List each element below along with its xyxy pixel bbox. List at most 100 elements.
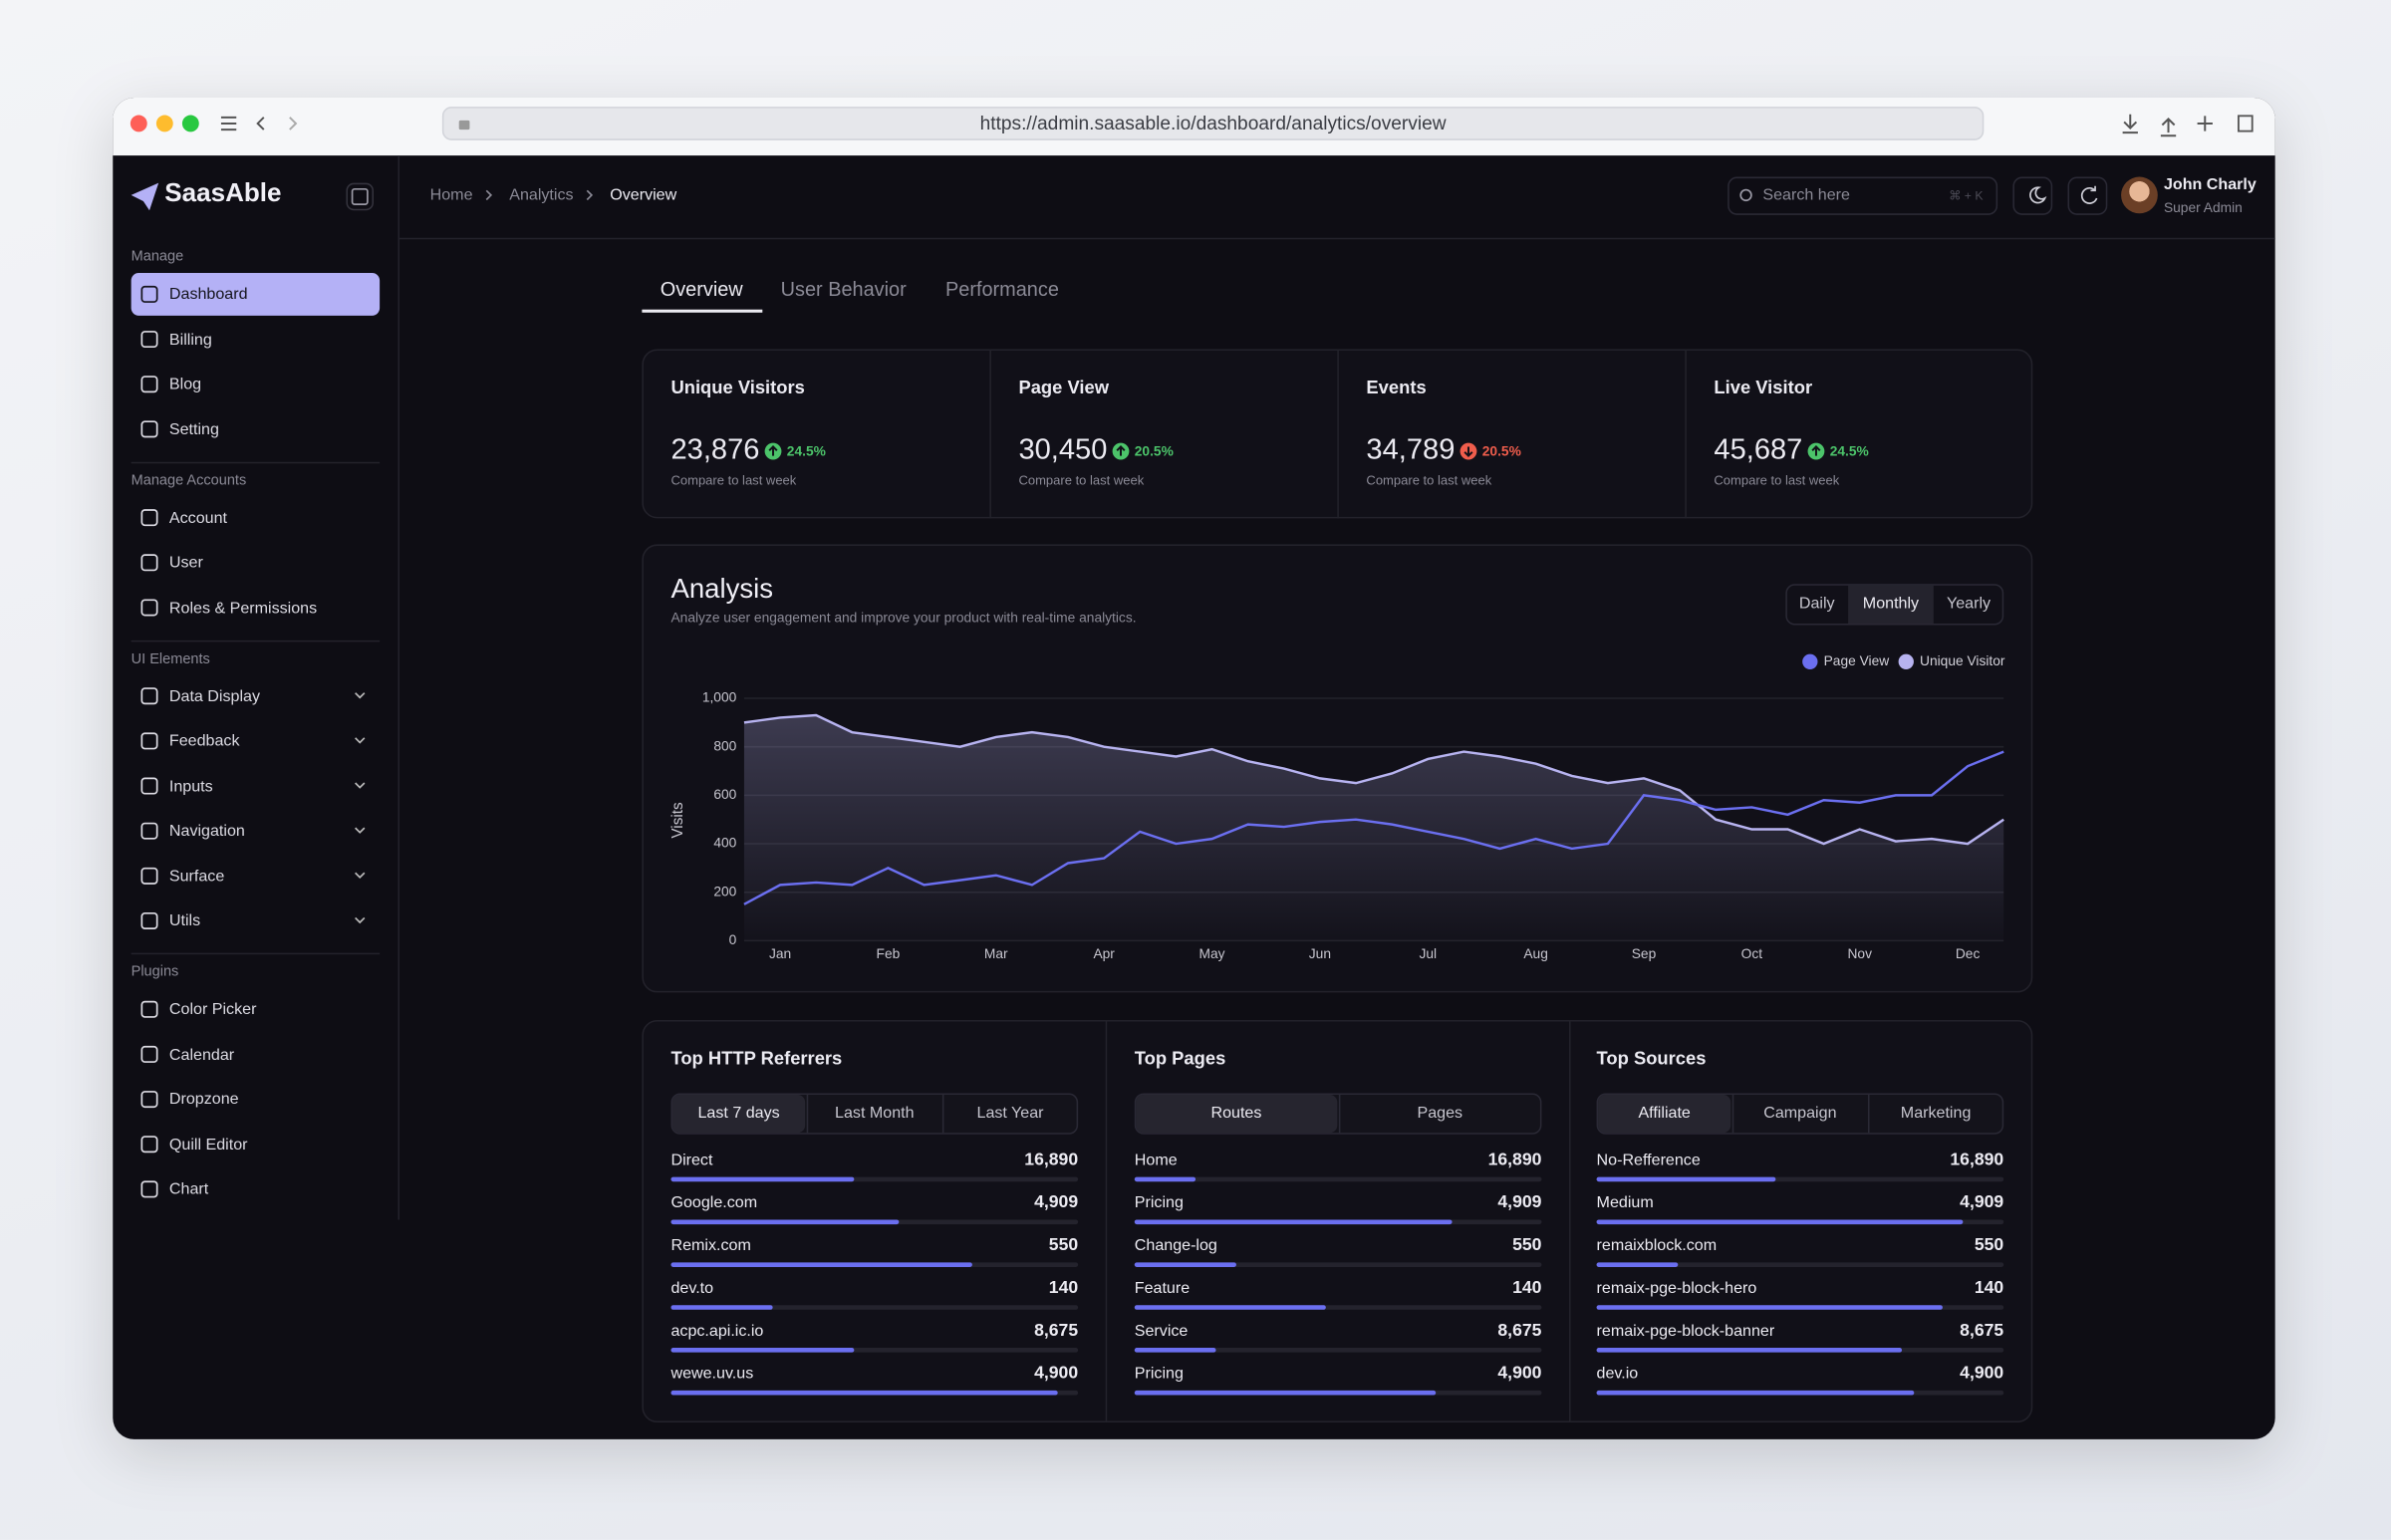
search-placeholder: Search here — [1762, 185, 1850, 205]
user-name: John Charly — [2163, 175, 2257, 194]
header-border — [399, 237, 2275, 240]
stat-note: Compare to last week — [1714, 472, 1840, 488]
filter-button[interactable]: Pages — [1417, 1104, 1463, 1123]
row-name: No-Refference — [1596, 1151, 1701, 1169]
row-name: Medium — [1596, 1193, 1654, 1212]
row-value: 8,675 — [1960, 1322, 2004, 1341]
theme-button[interactable] — [2012, 176, 2053, 215]
sidebar-item[interactable]: Calendar — [168, 1045, 235, 1064]
sidebar-item[interactable]: Surface — [168, 867, 225, 886]
avatar[interactable] — [2121, 176, 2158, 214]
address-bar[interactable] — [441, 107, 1985, 140]
stat-title: Page View — [1018, 377, 1109, 398]
sidebar-separator — [131, 952, 381, 955]
panel-title: Top Sources — [1596, 1047, 1707, 1069]
sidebar-item[interactable]: Utils — [168, 911, 201, 930]
divider — [1685, 349, 1687, 519]
sidebar-group-title: Manage — [131, 248, 184, 266]
stat-note: Compare to last week — [1366, 472, 1492, 488]
row-value: 4,909 — [1960, 1193, 2004, 1212]
sidebar-item[interactable]: Inputs — [168, 776, 213, 796]
sidebar-item[interactable]: Color Picker — [168, 1000, 257, 1019]
sidebar-group-title: UI Elements — [131, 649, 210, 667]
tab[interactable]: Overview — [660, 277, 743, 301]
filter-button[interactable]: Routes — [1136, 1094, 1337, 1134]
sidebar-item[interactable]: Data Display — [168, 686, 261, 705]
row-value: 4,900 — [1034, 1364, 1079, 1384]
sidebar-separator — [131, 640, 381, 642]
period-button[interactable]: Daily — [1798, 594, 1835, 614]
sidebar-item[interactable]: Blog — [168, 375, 202, 393]
row-name: Home — [1134, 1151, 1178, 1169]
tab[interactable]: User Behavior — [780, 277, 907, 301]
filter-button[interactable]: Last Year — [976, 1104, 1044, 1123]
filter-button[interactable]: Affiliate — [1598, 1094, 1731, 1134]
brand[interactable]: SaasAble — [164, 178, 282, 208]
row-value: 4,909 — [1034, 1193, 1079, 1212]
period-button[interactable]: Monthly — [1848, 585, 1934, 625]
row-name: remaix-pge-block-hero — [1596, 1279, 1757, 1298]
row-value: 16,890 — [1487, 1151, 1542, 1169]
shortcut: ⌘ + K — [1949, 188, 1984, 203]
breadcrumb[interactable]: Home — [429, 185, 473, 205]
sidebar-item[interactable]: Navigation — [168, 821, 245, 841]
row-value: 550 — [1048, 1236, 1079, 1255]
filter-button[interactable]: Last 7 days — [671, 1094, 806, 1134]
row-name: wewe.uv.us — [670, 1364, 754, 1384]
stat-value: 34,789 — [1366, 434, 1456, 467]
period-button[interactable]: Yearly — [1946, 594, 1992, 614]
row-name: Remix.com — [670, 1236, 751, 1255]
divider — [1105, 1019, 1108, 1423]
search-box[interactable] — [1727, 176, 1998, 215]
sidebar-item[interactable]: Quill Editor — [168, 1135, 248, 1154]
row-name: Direct — [670, 1151, 713, 1169]
analysis-title: Analysis — [670, 573, 774, 605]
sidebar-item[interactable]: Setting — [168, 419, 219, 439]
row-value: 550 — [1974, 1236, 2004, 1255]
tab[interactable]: Performance — [944, 277, 1059, 301]
stat-change: 20.5% — [1134, 443, 1174, 459]
filter-divider — [1867, 1094, 1870, 1134]
divider — [1337, 349, 1339, 519]
stat-change: 24.5% — [1829, 443, 1869, 459]
sidebar — [113, 155, 400, 1220]
sidebar-item[interactable]: Dropzone — [168, 1090, 239, 1109]
sidebar-item[interactable]: Account — [168, 508, 227, 527]
sidebar-item[interactable]: Dashboard — [168, 285, 248, 304]
sidebar-item[interactable]: User — [168, 553, 203, 572]
row-name: Google.com — [670, 1193, 758, 1212]
row-name: acpc.api.ic.io — [670, 1322, 764, 1341]
panel-title: Top Pages — [1134, 1047, 1226, 1069]
row-name: Change-log — [1134, 1236, 1217, 1255]
row-name: remaix-pge-block-banner — [1596, 1322, 1775, 1341]
sidebar-item[interactable]: Chart — [168, 1179, 209, 1199]
row-value: 140 — [1974, 1279, 2004, 1298]
row-value: 140 — [1512, 1279, 1542, 1298]
filter-button[interactable]: Marketing — [1900, 1104, 1972, 1123]
sidebar-group-title: Manage Accounts — [131, 471, 247, 489]
collapse-button[interactable] — [346, 182, 374, 211]
sidebar-item[interactable]: Feedback — [168, 731, 240, 751]
filter-divider — [1338, 1094, 1340, 1134]
row-value: 8,675 — [1034, 1322, 1079, 1341]
breadcrumb[interactable]: Analytics — [509, 185, 574, 205]
sidebar-item[interactable]: Billing — [168, 330, 212, 349]
filter-divider — [1731, 1094, 1734, 1134]
divider — [1568, 1019, 1571, 1423]
row-name: dev.io — [1596, 1364, 1639, 1384]
sidebar-active — [131, 272, 381, 316]
stat-note: Compare to last week — [670, 472, 797, 488]
refresh-button[interactable] — [2067, 176, 2108, 215]
divider — [989, 349, 991, 519]
filter-button[interactable]: Campaign — [1763, 1104, 1837, 1123]
filter-divider — [806, 1094, 809, 1134]
stat-title: Live Visitor — [1714, 377, 1813, 398]
row-value: 4,900 — [1960, 1364, 2004, 1384]
row-value: 16,890 — [1950, 1151, 2004, 1169]
row-name: dev.to — [670, 1279, 714, 1298]
filter-button[interactable]: Last Month — [835, 1104, 915, 1123]
sidebar-item[interactable]: Roles & Permissions — [168, 598, 318, 618]
url: https://admin.saasable.io/dashboard/anal… — [979, 113, 1447, 134]
row-value: 16,890 — [1024, 1151, 1079, 1169]
